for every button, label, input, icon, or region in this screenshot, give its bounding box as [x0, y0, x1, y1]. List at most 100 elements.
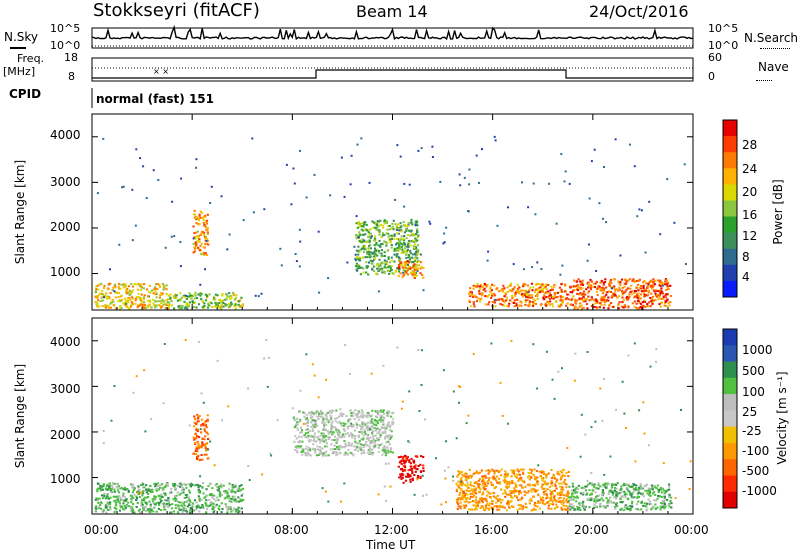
- velocity-cell: [661, 501, 664, 504]
- power-cell: [203, 302, 206, 305]
- power-cell: [601, 286, 604, 289]
- velocity-cell: [527, 476, 530, 479]
- velocity-cell: [596, 498, 599, 500]
- power-cell: [362, 251, 365, 254]
- velocity-cell: [365, 415, 368, 418]
- velocity-cell: [655, 499, 658, 502]
- power-cell: [384, 266, 388, 269]
- power-cell: [386, 266, 390, 269]
- power-sparse-cell: [548, 182, 551, 185]
- velocity-cell: [319, 434, 322, 437]
- velocity-cell: [217, 499, 220, 502]
- power-cell: [361, 246, 364, 249]
- power-cell: [125, 290, 128, 293]
- power-cell: [407, 261, 410, 264]
- power-cell: [384, 261, 387, 264]
- power-cell: [400, 238, 403, 241]
- power-cell: [505, 296, 508, 299]
- power-cell: [195, 297, 199, 299]
- power-cell: [651, 295, 655, 298]
- velocity-cell: [654, 486, 657, 489]
- velocity-cell: [360, 438, 363, 441]
- velocity-cell: [183, 483, 186, 486]
- velocity-sparse-cell: [313, 374, 316, 377]
- power-cell: [543, 298, 546, 301]
- velocity-cell: [592, 506, 596, 509]
- power-cell: [98, 305, 101, 308]
- power-cell: [215, 305, 218, 308]
- power-cell: [406, 260, 409, 262]
- power-cell: [155, 283, 158, 286]
- power-cell: [227, 306, 230, 309]
- velocity-cell: [188, 504, 191, 506]
- power-cell: [416, 231, 419, 234]
- power-cell: [511, 290, 514, 292]
- velocity-cell: [307, 431, 310, 434]
- velocity-cell: [620, 485, 623, 488]
- velocity-cell: [571, 493, 574, 496]
- velocity-cell: [540, 498, 543, 501]
- power-cell: [635, 302, 638, 305]
- power-cell: [203, 304, 206, 307]
- velocity-cell: [123, 486, 127, 489]
- velocity-cell: [369, 452, 372, 455]
- velocity-cell: [518, 490, 521, 493]
- velocity-cell: [495, 481, 499, 484]
- power-cell: [167, 294, 170, 297]
- velocity-cell: [325, 442, 328, 445]
- velocity-cell: [562, 499, 565, 502]
- power-cell: [640, 302, 643, 305]
- power-cell: [113, 304, 116, 307]
- velocity-cell: [379, 444, 382, 447]
- power-cell: [403, 241, 406, 244]
- power-cell: [355, 237, 358, 240]
- velocity-sparse-cell: [269, 452, 272, 455]
- velocity-sparse-cell: [199, 428, 202, 431]
- power-cell: [96, 305, 99, 308]
- velocity-cell: [387, 450, 390, 453]
- velocity-colorbar-swatch: [723, 442, 737, 460]
- velocity-cell: [364, 432, 367, 435]
- power-cell: [355, 233, 358, 236]
- velocity-cell: [365, 426, 368, 429]
- velocity-cell: [308, 448, 311, 451]
- power-cell: [175, 294, 178, 297]
- power-cell: [504, 299, 507, 302]
- velocity-cell: [365, 437, 368, 440]
- power-cell: [383, 259, 386, 262]
- velocity-cell: [464, 492, 467, 495]
- velocity-cell: [613, 486, 616, 489]
- velocity-cell: [576, 496, 579, 499]
- power-cell: [569, 285, 572, 288]
- velocity-cell: [113, 511, 116, 513]
- velocity-cell: [226, 511, 229, 514]
- power-cell: [389, 238, 392, 241]
- power-sparse-cell: [399, 155, 402, 158]
- power-cell: [197, 246, 200, 249]
- power-cell: [122, 302, 125, 305]
- velocity-cell: [523, 494, 527, 497]
- velocity-cell: [240, 484, 243, 487]
- power-cell: [197, 218, 200, 221]
- power-cell: [624, 290, 627, 293]
- velocity-cell: [620, 501, 623, 504]
- velocity-sparse-cell: [247, 465, 250, 467]
- velocity-sparse-cell: [460, 480, 463, 483]
- velocity-cell: [316, 445, 319, 448]
- velocity-sparse-cell: [467, 414, 470, 417]
- power-cell: [364, 233, 367, 236]
- velocity-cell: [650, 508, 653, 511]
- power-sparse-cell: [205, 239, 208, 242]
- power-cell: [369, 243, 372, 246]
- power-cell: [140, 283, 143, 286]
- power-colorbar-swatch: [723, 136, 737, 153]
- velocity-colorbar-swatch: [723, 345, 737, 362]
- velocity-cell: [303, 412, 306, 415]
- velocity-cell: [103, 493, 106, 496]
- power-cell: [359, 273, 362, 276]
- velocity-cell: [510, 475, 513, 478]
- power-cell: [358, 225, 361, 228]
- power-cell: [383, 265, 386, 268]
- power-cell: [190, 294, 193, 297]
- velocity-cell: [305, 436, 309, 439]
